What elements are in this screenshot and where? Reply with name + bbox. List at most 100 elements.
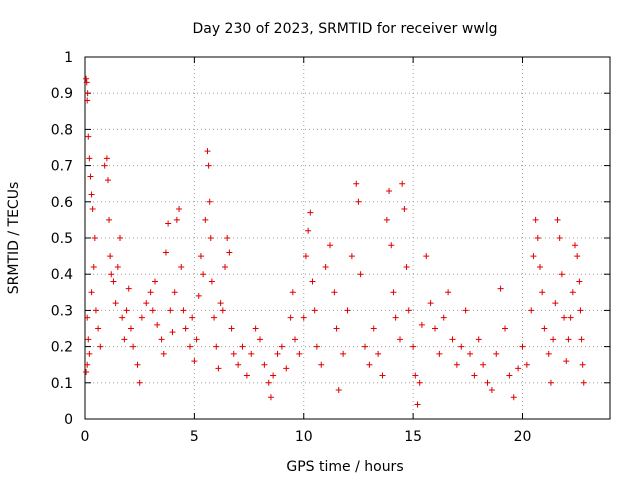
y-tick-label: 0.7 — [51, 159, 73, 175]
data-point — [110, 278, 117, 285]
data-point — [88, 289, 95, 296]
data-point — [108, 271, 115, 278]
data-point — [502, 325, 508, 332]
data-point — [318, 361, 325, 368]
data-point — [173, 216, 180, 223]
points-layer — [83, 75, 587, 408]
data-point — [313, 343, 320, 350]
data-point — [357, 271, 364, 278]
data-point — [204, 148, 211, 155]
data-point — [195, 292, 202, 299]
data-point — [432, 325, 438, 332]
chart-title: Day 230 of 2023, SRMTID for receiver wwl… — [192, 21, 497, 37]
data-point — [107, 253, 114, 260]
data-point — [84, 90, 91, 97]
data-point — [202, 216, 209, 223]
data-point — [217, 300, 224, 307]
data-point — [390, 289, 397, 296]
data-point — [119, 314, 126, 321]
y-tick-label: 0.8 — [51, 122, 73, 138]
data-point — [261, 361, 268, 368]
data-point — [445, 289, 452, 296]
data-point — [375, 350, 382, 357]
data-point — [554, 216, 561, 223]
data-point — [569, 289, 576, 296]
data-point — [235, 361, 242, 368]
data-point — [386, 187, 393, 194]
y-axis-label: SRMTID / TECUs — [6, 182, 22, 295]
data-point — [401, 206, 408, 213]
data-point — [171, 289, 178, 296]
data-point — [213, 343, 220, 350]
data-point — [340, 350, 347, 357]
data-point — [333, 325, 340, 332]
data-point — [149, 307, 156, 314]
data-point — [143, 300, 150, 307]
data-point — [88, 191, 95, 198]
data-point — [90, 263, 97, 270]
data-point — [83, 75, 90, 82]
data-point — [267, 394, 274, 401]
data-point — [475, 336, 482, 343]
x-axis-label: GPS time / hours — [286, 459, 403, 475]
data-point — [416, 379, 423, 386]
data-point — [561, 314, 568, 321]
data-point — [309, 278, 316, 285]
data-point — [187, 343, 193, 350]
y-tick-label: 0 — [64, 412, 73, 428]
data-point — [125, 285, 132, 292]
data-point — [506, 372, 513, 379]
data-point — [423, 253, 430, 260]
data-point — [572, 242, 578, 249]
data-point — [427, 300, 434, 307]
data-point — [379, 372, 386, 379]
data-point — [215, 365, 222, 372]
tick-layer: 00.10.20.30.40.50.60.70.80.910 5 10 15 20 — [51, 50, 610, 445]
data-point — [528, 307, 535, 314]
data-point — [515, 365, 522, 372]
data-point — [278, 343, 285, 350]
data-point — [117, 235, 123, 241]
data-point — [405, 307, 412, 314]
data-point — [353, 180, 360, 187]
data-point — [348, 253, 355, 260]
y-tick-label: 0.6 — [51, 195, 73, 211]
data-point — [510, 394, 517, 401]
data-point — [519, 343, 526, 350]
data-point — [243, 372, 250, 379]
y-tick-label: 1 — [64, 50, 73, 66]
data-point — [578, 336, 585, 343]
data-point — [289, 289, 296, 296]
data-point — [97, 343, 104, 350]
data-point — [311, 307, 318, 314]
x-tick-label: 15 — [404, 429, 422, 445]
grid-layer — [85, 57, 610, 419]
data-point — [307, 209, 314, 216]
data-point — [103, 155, 110, 162]
data-point — [85, 133, 92, 140]
data-point — [83, 368, 90, 375]
data-point — [134, 361, 141, 368]
data-point — [388, 242, 395, 249]
data-point — [322, 263, 329, 270]
data-point — [449, 336, 456, 343]
data-point — [87, 173, 94, 180]
data-point — [344, 307, 351, 314]
y-tick-label: 0.3 — [51, 303, 73, 319]
data-point — [440, 314, 447, 321]
data-point — [169, 329, 176, 336]
data-point — [178, 263, 185, 270]
data-point — [86, 350, 93, 357]
data-point — [83, 79, 90, 86]
data-point — [152, 278, 158, 285]
data-point — [208, 278, 215, 285]
data-point — [537, 263, 543, 270]
data-point — [224, 235, 231, 241]
data-point — [418, 321, 425, 328]
data-point — [471, 372, 478, 379]
data-point — [305, 227, 312, 234]
data-point — [541, 325, 548, 332]
data-point — [130, 343, 137, 350]
data-point — [86, 155, 93, 162]
